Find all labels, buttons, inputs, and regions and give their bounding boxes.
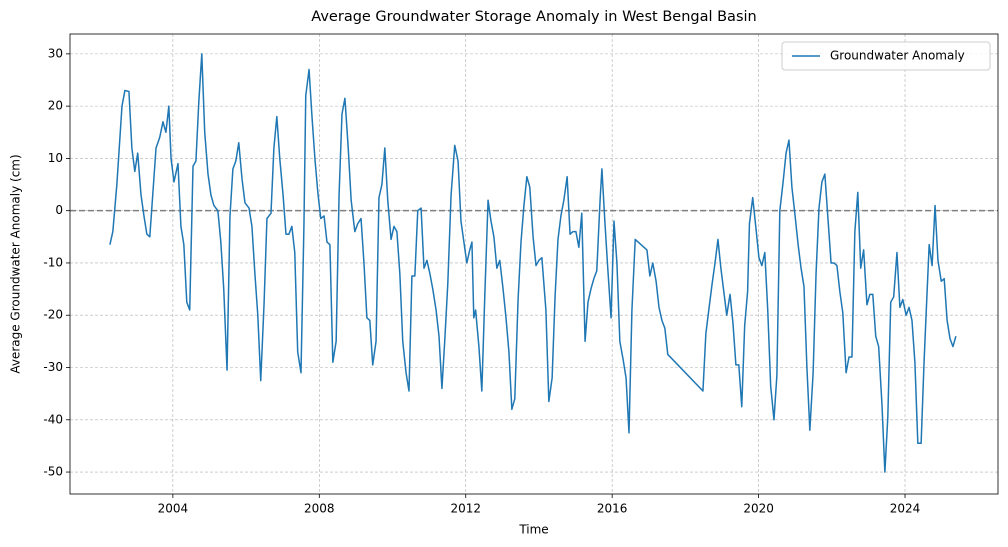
y-tick-label: 20 (48, 99, 63, 113)
x-tick-label: 2008 (304, 502, 335, 516)
x-tick-label: 2024 (890, 502, 921, 516)
plot-frame (69, 33, 999, 495)
y-tick-label: -30 (43, 360, 63, 374)
y-tick-label: 30 (48, 46, 63, 60)
legend-box (781, 41, 991, 71)
y-tick-label: -10 (43, 255, 63, 269)
y-axis-label: Average Groundwater Anomaly (cm) (9, 154, 23, 373)
x-tick-label: 2012 (450, 502, 481, 516)
legend-label: Groundwater Anomaly (830, 49, 965, 63)
data-line (109, 53, 957, 473)
y-tick-label: -20 (43, 308, 63, 322)
x-tick-label: 2020 (743, 502, 774, 516)
chart-title: Average Groundwater Storage Anomaly in W… (311, 9, 756, 25)
x-tick-label: 2004 (158, 502, 189, 516)
x-axis-label: Time (518, 523, 548, 537)
y-tick-label: 0 (55, 203, 63, 217)
y-tick-label: 10 (48, 151, 63, 165)
y-tick-label: -50 (43, 465, 63, 479)
legend: Groundwater Anomaly (781, 41, 991, 71)
x-tick-label: 2016 (597, 502, 628, 516)
y-tick-label: -40 (43, 412, 63, 426)
